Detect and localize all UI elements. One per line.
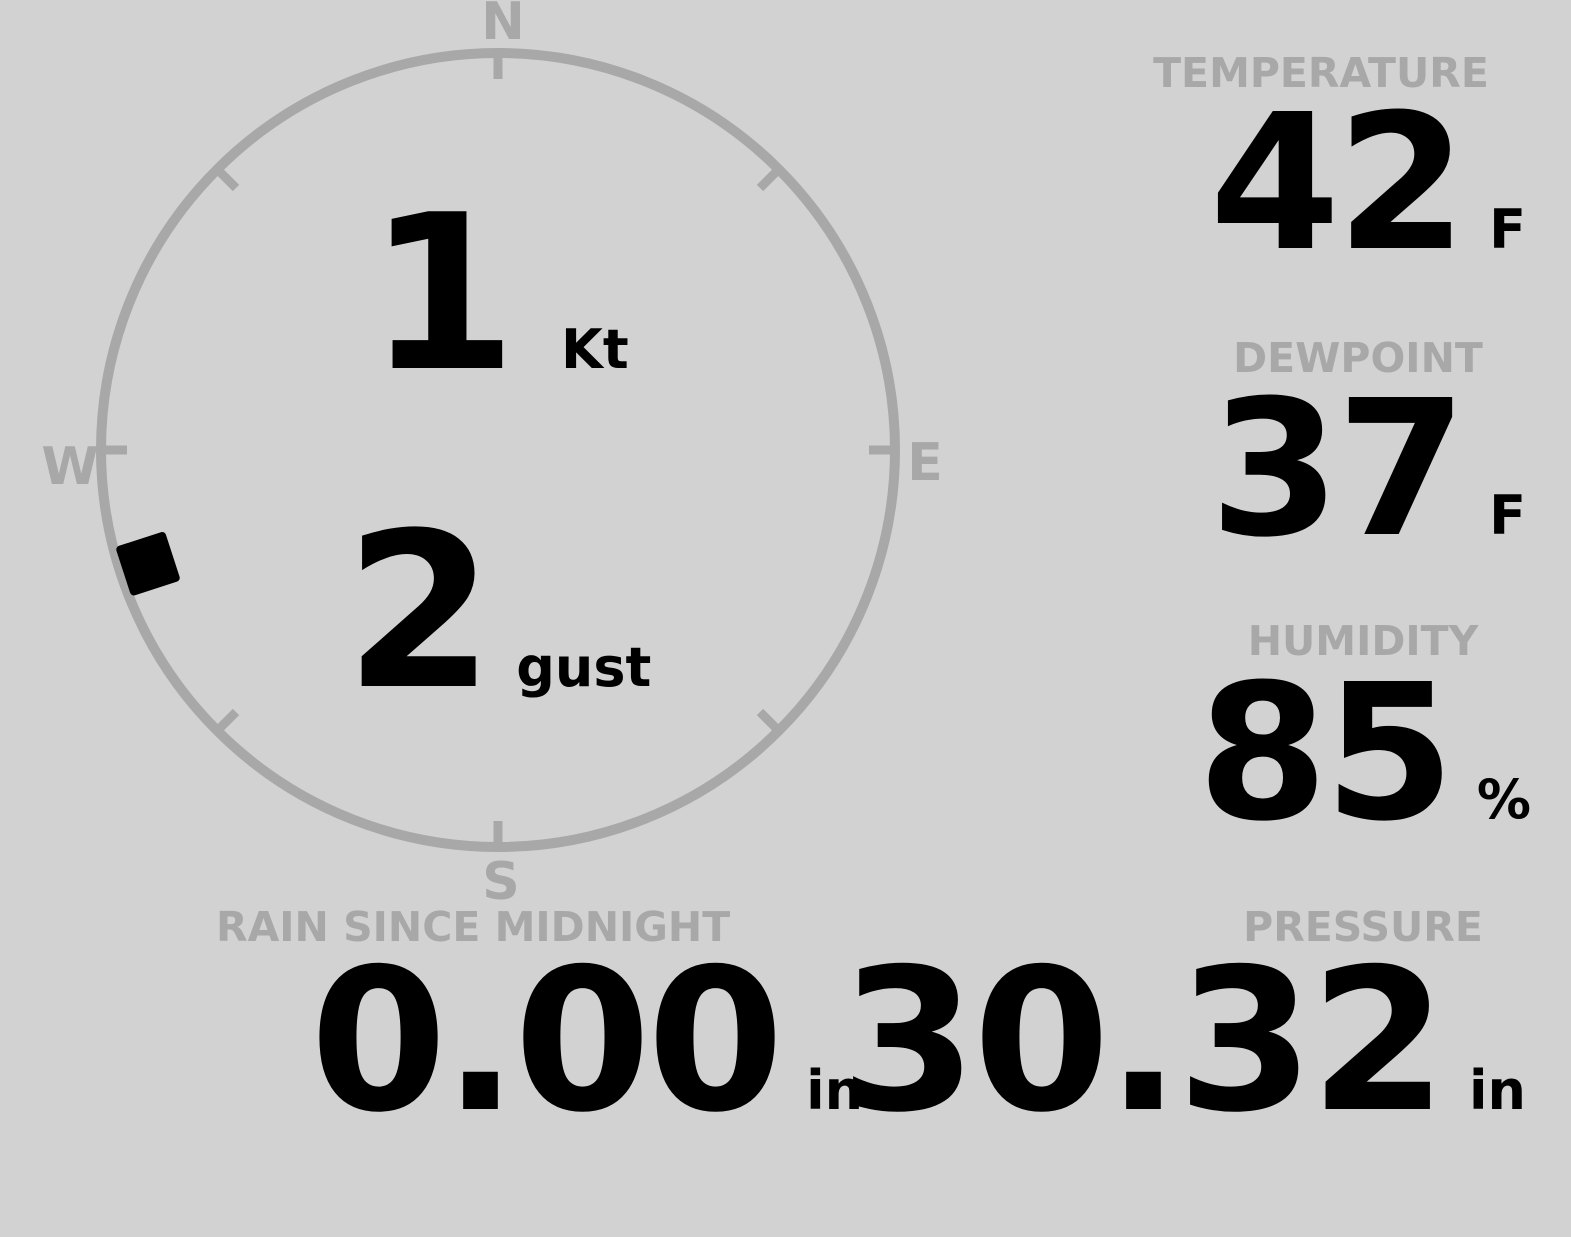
humidity-readout: 85 % — [1197, 660, 1531, 848]
rain-since-midnight-readout: 0.00 in — [310, 943, 863, 1140]
compass-label-south: S — [482, 852, 520, 912]
humidity-value: 85 — [1197, 644, 1455, 863]
temperature-readout: 42 F — [1209, 90, 1526, 278]
pressure-label: PRESSURE — [1243, 903, 1483, 951]
compass-tick-nw — [211, 163, 240, 192]
temperature-unit: F — [1489, 198, 1526, 261]
wind-speed-readout: 1 Kt — [98, 186, 898, 401]
temperature-value: 42 — [1209, 74, 1467, 293]
wind-speed-value: 1 — [367, 168, 517, 419]
compass-tick-ne — [756, 163, 785, 192]
compass-label-west: W — [41, 437, 99, 497]
wind-gust-readout: 2 gust — [98, 504, 898, 719]
wind-gust-unit: gust — [516, 636, 652, 699]
dewpoint-unit: F — [1489, 484, 1526, 547]
compass-label-north: N — [481, 0, 525, 52]
compass-tick-se — [756, 708, 785, 737]
pressure-readout: 30.32 in — [840, 943, 1526, 1140]
pressure-unit: in — [1469, 1059, 1526, 1122]
humidity-unit: % — [1476, 768, 1531, 831]
wind-direction-marker-icon — [116, 531, 180, 596]
temperature-label: TEMPERATURE — [1153, 49, 1489, 97]
compass-tick-sw — [211, 708, 240, 737]
rain-since-midnight-value: 0.00 — [310, 927, 784, 1156]
rain-since-midnight-unit: in — [806, 1059, 864, 1122]
rain-since-midnight-label: RAIN SINCE MIDNIGHT — [216, 903, 731, 951]
humidity-label: HUMIDITY — [1247, 617, 1479, 665]
wind-gust-value: 2 — [344, 486, 495, 737]
wind-speed-unit: Kt — [560, 318, 629, 381]
dewpoint-label: DEWPOINT — [1233, 334, 1483, 382]
compass-label-east: E — [907, 433, 943, 493]
pressure-value: 30.32 — [839, 927, 1447, 1156]
dewpoint-value: 37 — [1209, 360, 1467, 579]
dewpoint-readout: 37 F — [1209, 376, 1526, 564]
